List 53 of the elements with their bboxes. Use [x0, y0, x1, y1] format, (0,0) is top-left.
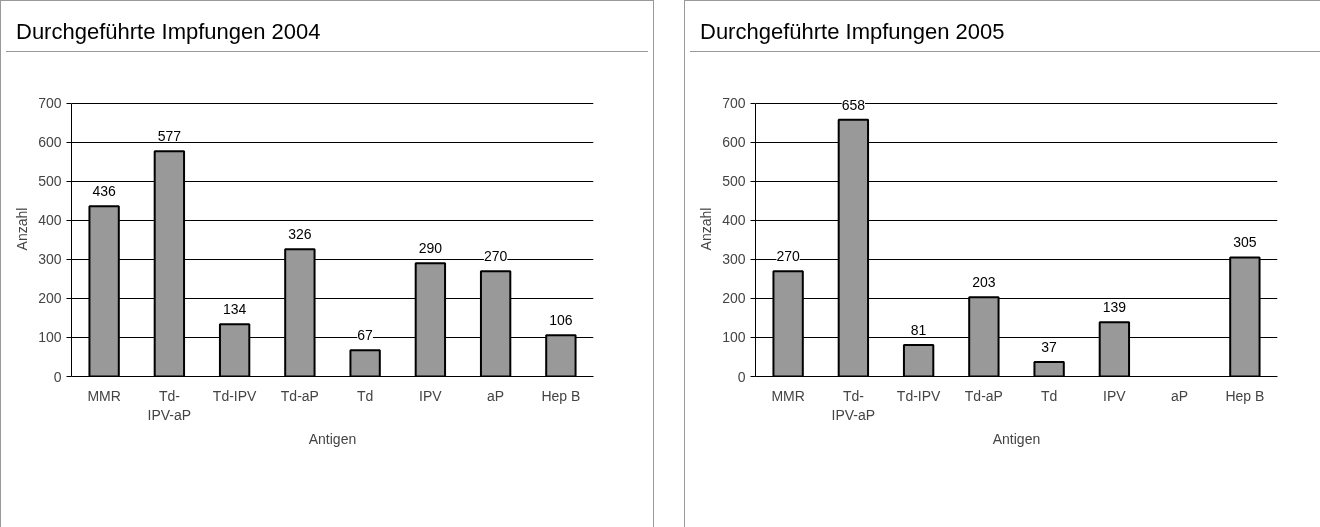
- y-tick-label: 500: [38, 173, 62, 190]
- data-label: 270: [776, 248, 801, 265]
- y-tick-label: 200: [38, 290, 62, 307]
- x-tick-label: aP: [487, 387, 505, 404]
- y-tick-label: 600: [722, 134, 746, 151]
- data-label: 305: [1233, 234, 1257, 251]
- y-tick-label: 700: [38, 95, 62, 112]
- x-tick-label: Hep B: [541, 387, 581, 404]
- data-label: 326: [288, 226, 312, 243]
- y-tick-label: 300: [722, 251, 746, 268]
- data-label: 203: [972, 274, 996, 291]
- data-label: 139: [1102, 299, 1127, 316]
- x-tick-label: IPV: [1103, 387, 1127, 404]
- x-axis-title: Antigen: [308, 430, 357, 447]
- data-label: 290: [418, 240, 443, 257]
- x-tick-label: aP: [1171, 387, 1189, 404]
- x-tick-label: Td-IPV: [212, 387, 258, 404]
- x-tick-label: Hep B: [1225, 387, 1265, 404]
- data-label: 436: [92, 183, 117, 200]
- y-tick-label: 100: [722, 329, 746, 346]
- data-label: 37: [1041, 339, 1058, 356]
- data-label: 134: [222, 301, 247, 318]
- data-label: 658: [841, 96, 866, 113]
- x-axis-title: Antigen: [992, 430, 1041, 447]
- x-tick-label: MMR: [87, 387, 121, 404]
- y-tick-label: 300: [38, 251, 62, 268]
- y-tick-label: 100: [38, 329, 62, 346]
- x-tick-label: MMR: [771, 387, 805, 404]
- y-tick-label: 0: [53, 368, 62, 385]
- x-tick-label: Td-IPV-aP: [147, 387, 192, 423]
- y-tick-label: 400: [722, 212, 746, 229]
- chart-title: Durchgeführte Impfungen 2005: [700, 18, 1005, 46]
- y-tick-label: 700: [722, 95, 746, 112]
- y-tick-label: 400: [38, 212, 62, 229]
- y-tick-label: 200: [722, 290, 746, 307]
- x-tick-label: Td-IPV: [896, 387, 942, 404]
- x-tick-label: Td: [1040, 387, 1058, 404]
- y-tick-label: 600: [38, 134, 62, 151]
- chart-title: Durchgeführte Impfungen 2004: [16, 18, 321, 46]
- x-tick-label: IPV: [419, 387, 443, 404]
- data-label: 270: [483, 248, 508, 265]
- data-label: 106: [549, 312, 573, 329]
- x-tick-label: Td-aP: [280, 387, 319, 404]
- y-axis-title: Anzahl: [698, 207, 715, 251]
- y-tick-label: 0: [737, 368, 746, 385]
- x-tick-label: Td: [356, 387, 374, 404]
- data-label: 67: [357, 327, 374, 344]
- y-tick-label: 500: [722, 173, 746, 190]
- x-tick-label: Td-IPV-aP: [831, 387, 876, 423]
- y-axis-title: Anzahl: [14, 207, 31, 251]
- data-label: 81: [910, 321, 927, 338]
- x-tick-label: Td-aP: [964, 387, 1003, 404]
- data-label: 577: [157, 128, 182, 145]
